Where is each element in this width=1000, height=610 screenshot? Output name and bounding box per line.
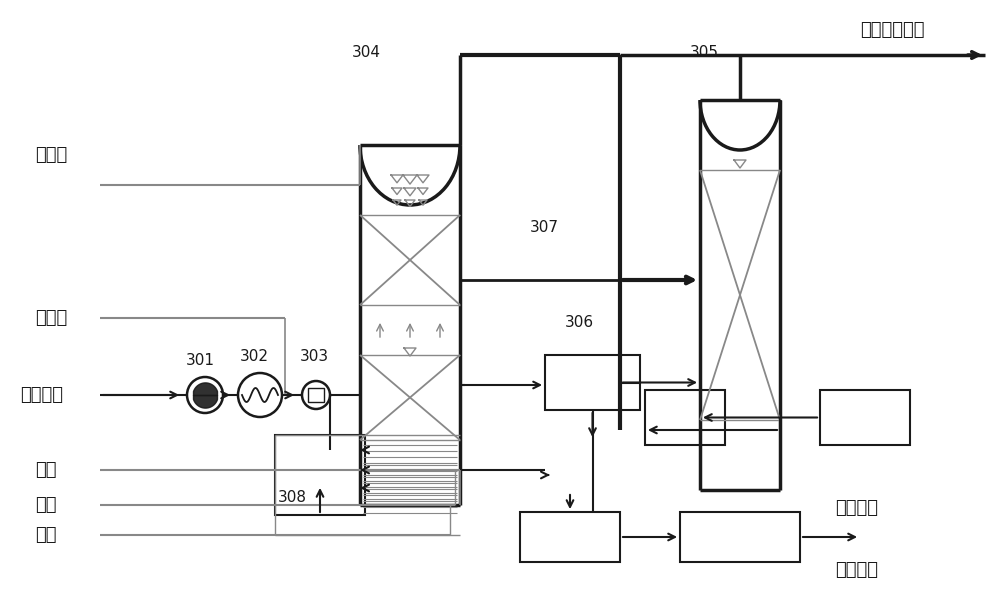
Text: 303: 303 xyxy=(300,349,329,364)
Text: 氨水: 氨水 xyxy=(35,526,56,544)
Text: 302: 302 xyxy=(240,349,269,364)
Text: 硫胺固体: 硫胺固体 xyxy=(835,499,878,517)
Bar xyxy=(308,388,324,402)
Bar xyxy=(645,390,725,445)
Bar xyxy=(545,355,640,410)
Text: 低压蒸汽: 低压蒸汽 xyxy=(835,561,878,579)
Text: 空气: 空气 xyxy=(35,496,56,514)
Text: 除氧水: 除氧水 xyxy=(35,309,67,327)
Bar xyxy=(520,512,620,562)
Text: 308: 308 xyxy=(278,490,307,505)
Text: 臭氧: 臭氧 xyxy=(35,461,56,479)
Bar xyxy=(680,512,800,562)
Text: 301: 301 xyxy=(186,353,215,368)
Text: 305: 305 xyxy=(690,45,719,60)
Text: 炼焦烟气: 炼焦烟气 xyxy=(20,386,63,404)
Text: 达标排放烟气: 达标排放烟气 xyxy=(860,21,924,39)
Text: 307: 307 xyxy=(530,220,559,235)
Text: 304: 304 xyxy=(352,45,381,60)
Bar xyxy=(820,390,910,445)
Text: 306: 306 xyxy=(565,315,594,330)
Bar xyxy=(275,435,365,515)
Text: 工艺水: 工艺水 xyxy=(35,146,67,164)
